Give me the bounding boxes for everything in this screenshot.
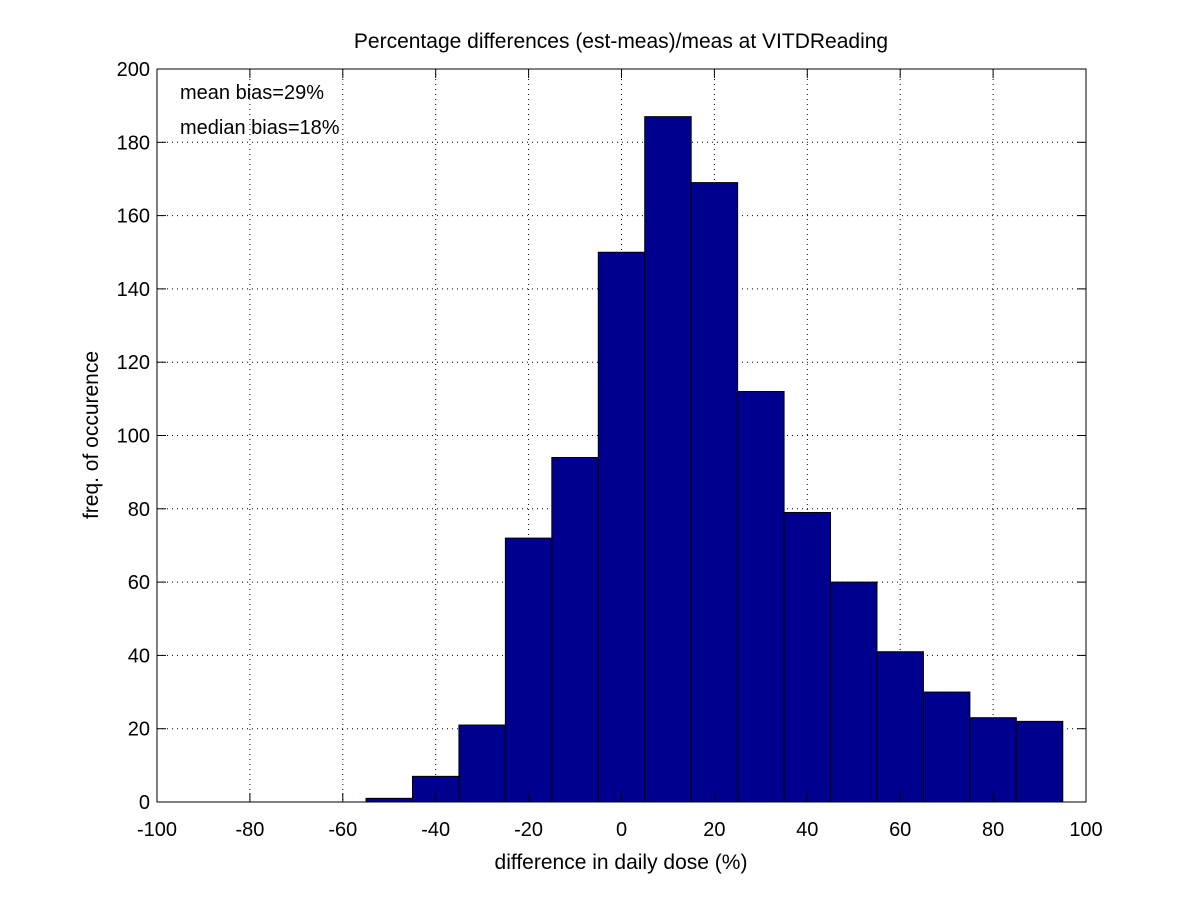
- x-tick-label: -60: [328, 819, 357, 841]
- x-axis-label: difference in daily dose (%): [495, 851, 748, 874]
- y-tick-label: 80: [128, 499, 150, 521]
- y-tick-label: 20: [128, 719, 150, 741]
- histogram-bar: [830, 581, 878, 803]
- chart-title: Percentage differences (est-meas)/meas a…: [354, 30, 888, 53]
- y-tick-label: 0: [139, 792, 150, 814]
- x-tick-label: 80: [982, 819, 1004, 841]
- histogram-bar: [458, 724, 506, 803]
- histogram-bars: [365, 116, 1064, 803]
- y-tick-label: 200: [117, 59, 150, 81]
- x-tick-label: 40: [796, 819, 818, 841]
- y-tick-label: 180: [117, 132, 150, 154]
- y-axis-label: freq. of occurence: [80, 351, 103, 519]
- y-tick-label: 120: [117, 352, 150, 374]
- histogram-bar: [1015, 720, 1064, 803]
- y-tick-label: 60: [128, 572, 150, 594]
- y-tick-label: 40: [128, 645, 150, 667]
- y-tick-label: 160: [117, 206, 150, 228]
- histogram-bar: [644, 116, 692, 803]
- median-bias-annotation: median bias=18%: [180, 117, 340, 139]
- x-tick-labels: -100 -80 -60 -40 -20 0 20 40 60 80 100: [137, 819, 1103, 841]
- histogram-bar: [737, 391, 785, 803]
- x-tick-label: 20: [703, 819, 725, 841]
- histogram-bar: [922, 691, 971, 803]
- y-tick-label: 100: [117, 426, 150, 448]
- x-tick-label: 100: [1069, 819, 1102, 841]
- histogram-bar: [365, 797, 413, 803]
- x-tick-label: 0: [616, 819, 627, 841]
- x-tick-label: -40: [421, 819, 450, 841]
- histogram-bar: [690, 182, 739, 803]
- x-tick-label: -20: [514, 819, 543, 841]
- y-tick-labels: 0 20 40 60 80 100 120 140 160 180 200: [117, 59, 150, 814]
- histogram-bar: [783, 511, 832, 803]
- histogram-bar: [551, 456, 599, 803]
- x-tick-label: -100: [137, 819, 177, 841]
- histogram-bar: [504, 537, 553, 803]
- histogram-bar: [876, 651, 924, 803]
- axis-ticks: [156, 68, 1087, 803]
- histogram-bar: [597, 251, 646, 803]
- histogram-bar: [969, 717, 1017, 803]
- x-tick-label: -80: [235, 819, 264, 841]
- y-tick-label: 140: [117, 279, 150, 301]
- x-tick-label: 60: [889, 819, 911, 841]
- mean-bias-annotation: mean bias=29%: [180, 82, 324, 104]
